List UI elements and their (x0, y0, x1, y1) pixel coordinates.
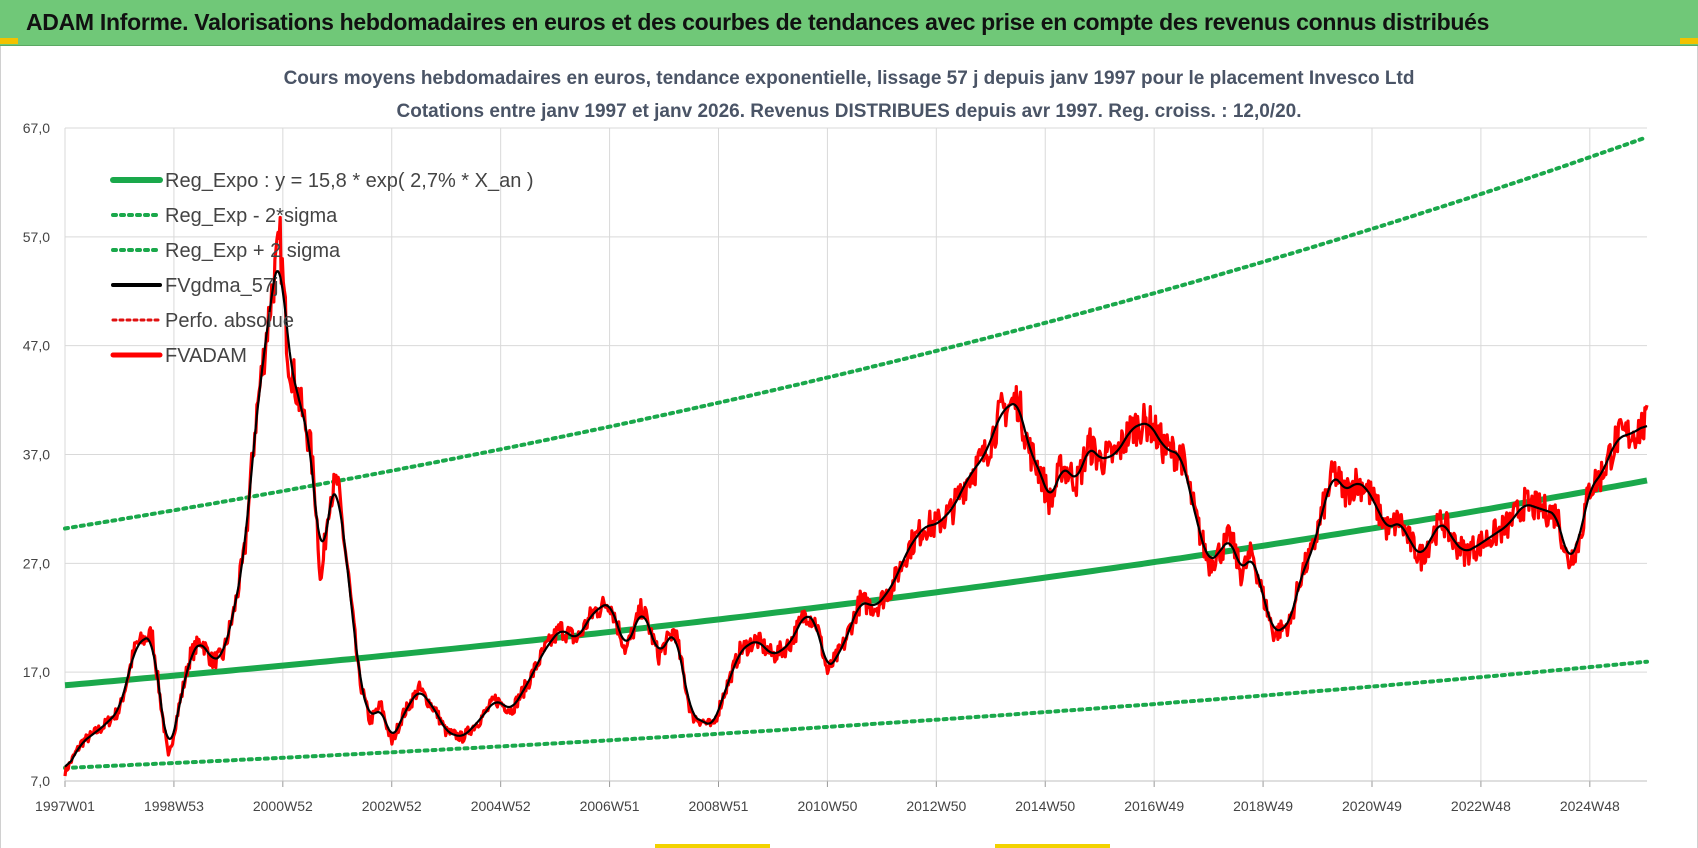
x-tick-label: 2008W51 (689, 798, 749, 814)
chart-legend: Reg_Expo : y = 15,8 * exp( 2,7% * X_an )… (110, 170, 534, 367)
y-tick-label: 67,0 (23, 120, 50, 136)
y-tick-label: 37,0 (23, 447, 50, 463)
y-tick-label: 57,0 (23, 229, 50, 245)
y-tick-label: 27,0 (23, 555, 50, 571)
y-axis-tick-labels: 7,0 17,0 27,0 37,0 47,0 57,0 67,0 (23, 120, 50, 789)
y-tick-label: 17,0 (23, 664, 50, 680)
x-tick-label: 2014W50 (1015, 798, 1075, 814)
header-banner: ADAM Informe. Valorisations hebdomadaire… (0, 0, 1698, 46)
x-tick-label: 2012W50 (906, 798, 966, 814)
bottom-marker-1 (655, 844, 770, 848)
y-tick-label: 47,0 (23, 338, 50, 354)
chart-series (63, 135, 1649, 777)
x-tick-label: 2010W50 (797, 798, 857, 814)
x-tick-label: 2004W52 (471, 798, 531, 814)
header-title: ADAM Informe. Valorisations hebdomadaire… (26, 9, 1490, 35)
chart-gridlines (64, 127, 1647, 787)
corner-marker-left (0, 38, 18, 44)
legend-label: Reg_Exp - 2*sigma (165, 205, 338, 227)
legend-label: FVgdma_57j (165, 275, 278, 297)
series-reg-expo (64, 477, 1648, 689)
chart-title-line2: Cotations entre janv 1997 et janv 2026. … (396, 101, 1302, 122)
series-reg-exp-minus-2sigma (63, 659, 1649, 770)
x-tick-label: 2018W49 (1233, 798, 1293, 814)
bottom-marker-2 (995, 844, 1110, 848)
x-tick-label: 2016W49 (1124, 798, 1184, 814)
corner-marker-right (1680, 38, 1698, 44)
x-tick-label: 2020W49 (1342, 798, 1402, 814)
x-tick-label: 2022W48 (1451, 798, 1511, 814)
x-tick-label: 2006W51 (580, 798, 640, 814)
legend-label: FVADAM (165, 345, 247, 367)
x-tick-label: 1998W53 (144, 798, 204, 814)
x-tick-label: 2024W48 (1560, 798, 1620, 814)
series-fvgdma-57j (64, 270, 1648, 768)
series-reg-exp-plus-2sigma (63, 135, 1649, 531)
legend-label: Perfo. absolue (165, 310, 294, 332)
x-tick-label: 1997W01 (35, 798, 95, 814)
x-tick-label: 2000W52 (253, 798, 313, 814)
x-axis-tick-labels: 1997W01 1998W53 2000W52 2002W52 2004W52 2006W… (35, 798, 1620, 814)
y-tick-label: 7,0 (31, 773, 51, 789)
legend-label: Reg_Exp + 2 sigma (165, 240, 341, 262)
chart-title-line1: Cours moyens hebdomadaires en euros, ten… (283, 68, 1415, 89)
legend-label: Reg_Expo : y = 15,8 * exp( 2,7% * X_an ) (165, 170, 534, 192)
x-tick-label: 2002W52 (362, 798, 422, 814)
series-fvadam (63, 215, 1649, 777)
